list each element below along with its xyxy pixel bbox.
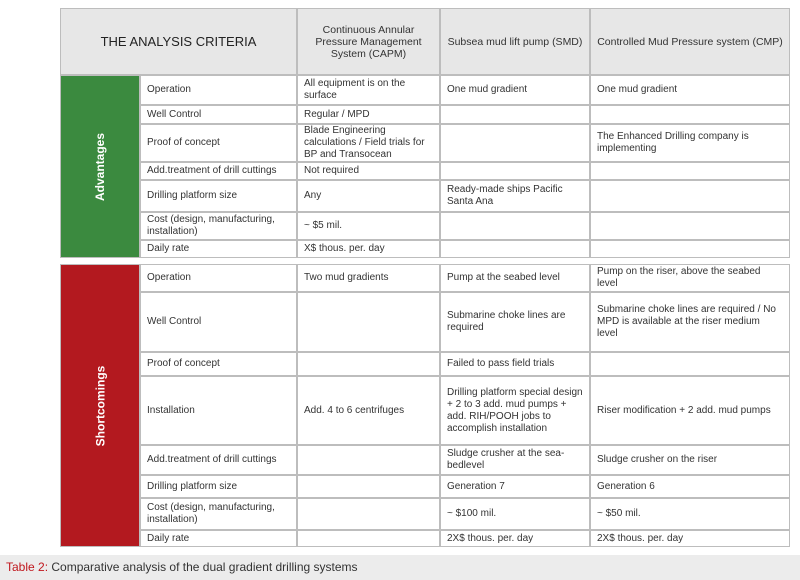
value-cell: Generation 6	[590, 475, 790, 498]
criterion: Drilling platform size	[140, 180, 297, 212]
value-cell	[440, 162, 590, 180]
value-cell: ~ $100 mil.	[440, 498, 590, 530]
value-cell: Any	[297, 180, 440, 212]
criterion: Cost (design, manufacturing, installatio…	[140, 212, 297, 240]
criterion: Operation	[140, 75, 297, 105]
criterion: Well Control	[140, 292, 297, 352]
value-cell	[590, 162, 790, 180]
criterion: Add.treatment of drill cuttings	[140, 162, 297, 180]
value-cell: Submarine choke lines are required	[440, 292, 590, 352]
value-cell	[297, 530, 440, 547]
value-cell	[440, 105, 590, 124]
value-cell: Blade Engineering calculations / Field t…	[297, 124, 440, 162]
criterion: Daily rate	[140, 240, 297, 258]
value-cell	[590, 240, 790, 258]
criterion: Cost (design, manufacturing, installatio…	[140, 498, 297, 530]
value-cell: Generation 7	[440, 475, 590, 498]
column-header: Controlled Mud Pressure system (CMP)	[590, 8, 790, 75]
value-cell: The Enhanced Drilling company is impleme…	[590, 124, 790, 162]
value-cell: One mud gradient	[590, 75, 790, 105]
criterion: Well Control	[140, 105, 297, 124]
value-cell	[297, 292, 440, 352]
value-cell	[297, 498, 440, 530]
value-cell: Not required	[297, 162, 440, 180]
value-cell: Failed to pass field trials	[440, 352, 590, 376]
value-cell	[590, 352, 790, 376]
value-cell: 2X$ thous. per. day	[590, 530, 790, 547]
value-cell: Ready-made ships Pacific Santa Ana	[440, 180, 590, 212]
value-cell: Riser modification + 2 add. mud pumps	[590, 376, 790, 445]
value-cell	[440, 124, 590, 162]
criterion: Operation	[140, 264, 297, 292]
group-label: Shortcomings	[60, 264, 140, 547]
value-cell: ~ $50 mil.	[590, 498, 790, 530]
value-cell	[297, 352, 440, 376]
criterion: Installation	[140, 376, 297, 445]
value-cell: Pump at the seabed level	[440, 264, 590, 292]
criterion: Daily rate	[140, 530, 297, 547]
value-cell: Regular / MPD	[297, 105, 440, 124]
criterion: Proof of concept	[140, 352, 297, 376]
caption-text: Comparative analysis of the dual gradien…	[51, 560, 358, 574]
value-cell: Sludge crusher at the sea-bedlevel	[440, 445, 590, 475]
value-cell	[297, 475, 440, 498]
value-cell	[590, 105, 790, 124]
value-cell: Submarine choke lines are required / No …	[590, 292, 790, 352]
value-cell: Two mud gradients	[297, 264, 440, 292]
value-cell: Sludge crusher on the riser	[590, 445, 790, 475]
value-cell	[440, 212, 590, 240]
criterion: Proof of concept	[140, 124, 297, 162]
column-header: Subsea mud lift pump (SMD)	[440, 8, 590, 75]
caption-label: Table 2:	[6, 560, 49, 574]
value-cell	[297, 445, 440, 475]
value-cell: ~ $5 mil.	[297, 212, 440, 240]
value-cell: All equipment is on the surface	[297, 75, 440, 105]
column-header: Continuous Annular Pressure Management S…	[297, 8, 440, 75]
group-label: Advantages	[60, 75, 140, 258]
value-cell: 2X$ thous. per. day	[440, 530, 590, 547]
value-cell: Pump on the riser, above the seabed leve…	[590, 264, 790, 292]
value-cell	[440, 240, 590, 258]
value-cell	[590, 180, 790, 212]
value-cell: Drilling platform special design + 2 to …	[440, 376, 590, 445]
value-cell: Add. 4 to 6 centrifuges	[297, 376, 440, 445]
value-cell	[590, 212, 790, 240]
value-cell: X$ thous. per. day	[297, 240, 440, 258]
criterion: Add.treatment of drill cuttings	[140, 445, 297, 475]
caption: Table 2: Comparative analysis of the dua…	[0, 555, 800, 580]
value-cell: One mud gradient	[440, 75, 590, 105]
header-title: THE ANALYSIS CRITERIA	[60, 8, 297, 75]
criterion: Drilling platform size	[140, 475, 297, 498]
